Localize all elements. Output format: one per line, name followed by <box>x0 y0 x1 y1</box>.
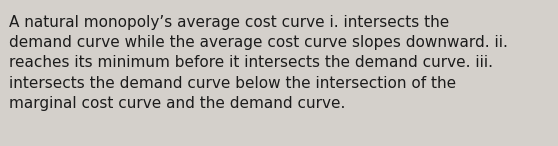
Text: A natural monopoly’s average cost curve i. intersects the
demand curve while the: A natural monopoly’s average cost curve … <box>9 15 508 111</box>
